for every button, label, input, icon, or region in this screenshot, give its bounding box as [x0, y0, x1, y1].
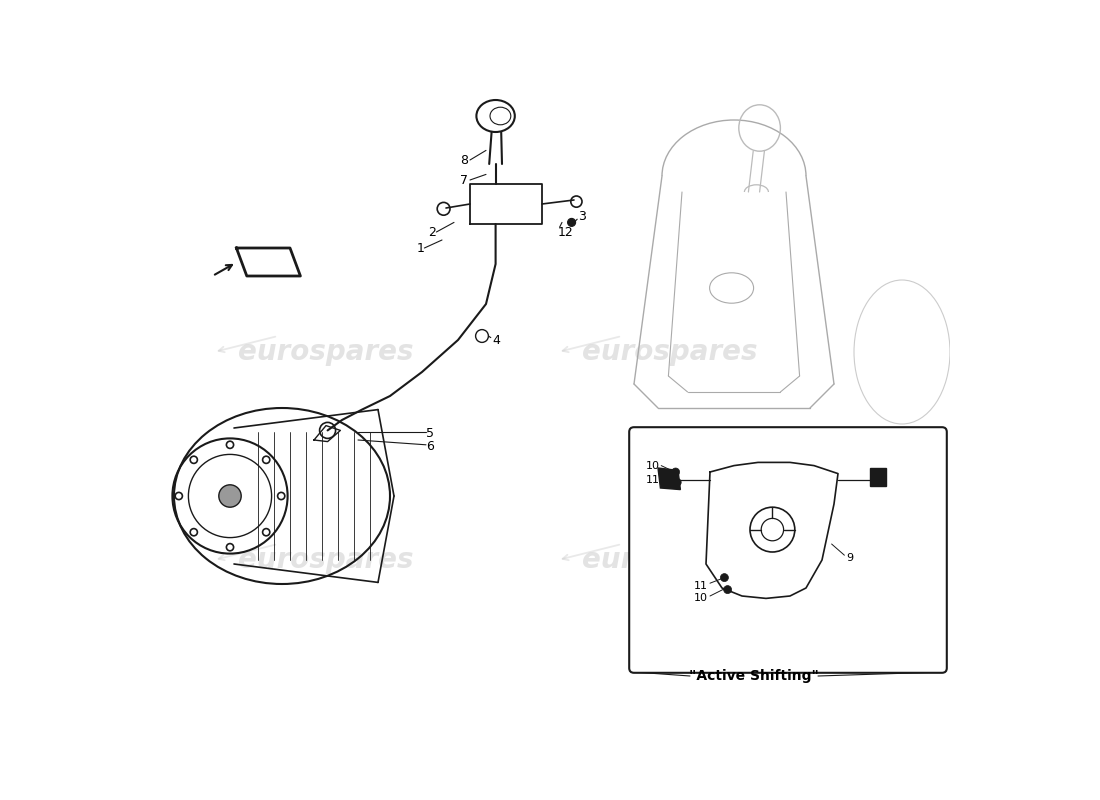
Circle shape	[277, 492, 285, 499]
Circle shape	[720, 574, 728, 582]
Text: 10: 10	[694, 594, 708, 603]
Circle shape	[227, 544, 233, 550]
Circle shape	[263, 529, 270, 536]
Circle shape	[724, 586, 732, 594]
Text: 4: 4	[493, 334, 500, 346]
Circle shape	[568, 218, 575, 226]
Text: 2: 2	[428, 226, 437, 238]
Polygon shape	[470, 184, 542, 224]
Text: 8: 8	[461, 154, 469, 166]
Circle shape	[219, 485, 241, 507]
Text: 6: 6	[426, 440, 433, 453]
Polygon shape	[314, 426, 340, 442]
Text: eurospares: eurospares	[582, 546, 758, 574]
Circle shape	[190, 529, 197, 536]
Text: 1: 1	[417, 242, 425, 254]
Text: eurospares: eurospares	[239, 546, 414, 574]
Circle shape	[673, 478, 681, 486]
Text: 12: 12	[558, 226, 574, 238]
Circle shape	[190, 456, 197, 463]
Circle shape	[263, 456, 270, 463]
Text: 7: 7	[461, 174, 469, 186]
Text: eurospares: eurospares	[582, 338, 758, 366]
Polygon shape	[706, 462, 838, 598]
Circle shape	[672, 468, 680, 476]
Text: 11: 11	[646, 475, 660, 485]
Text: "Active Shifting": "Active Shifting"	[689, 669, 818, 683]
Text: 3: 3	[578, 210, 586, 222]
Text: eurospares: eurospares	[239, 338, 414, 366]
Polygon shape	[236, 248, 300, 276]
FancyBboxPatch shape	[629, 427, 947, 673]
Text: 9: 9	[846, 554, 854, 563]
Circle shape	[227, 442, 233, 449]
Text: 10: 10	[646, 461, 660, 470]
Circle shape	[175, 492, 183, 499]
Polygon shape	[658, 468, 681, 490]
Text: 5: 5	[426, 427, 434, 440]
Polygon shape	[870, 468, 886, 486]
Text: 11: 11	[694, 581, 708, 590]
